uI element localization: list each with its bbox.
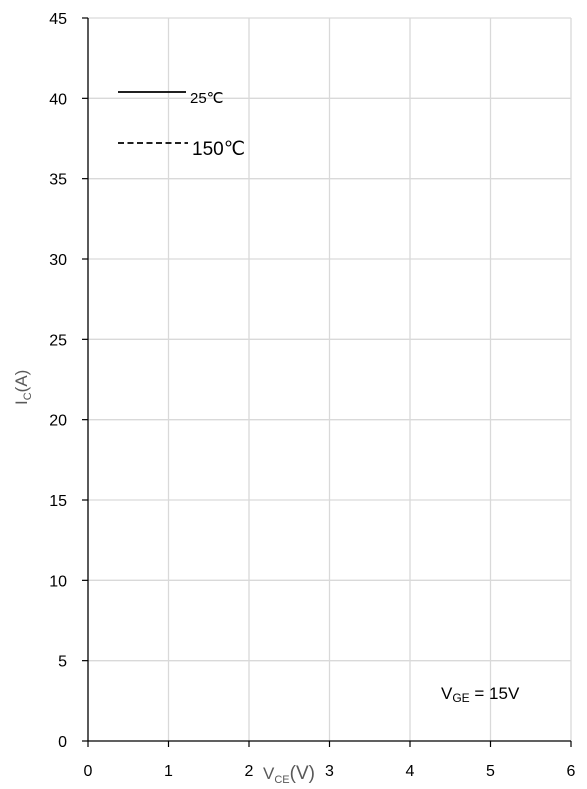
- legend-label-150c: 150℃: [192, 139, 245, 160]
- y-tick-label-35: 35: [49, 172, 67, 189]
- vge-annotation: VGE = 15V: [441, 684, 520, 705]
- x-tick-label-1: 1: [164, 763, 173, 780]
- x-axis-title-unit: (V): [290, 763, 315, 784]
- y-tick-label-15: 15: [49, 493, 67, 510]
- vge-annotation-rest: = 15V: [470, 684, 520, 703]
- y-tick-label-45: 45: [49, 11, 67, 28]
- x-tick-labels: 0 1 2 3 4 5 6: [84, 741, 576, 780]
- y-tick-label-5: 5: [58, 654, 67, 671]
- y-tick-label-0: 0: [58, 734, 67, 751]
- x-tick-label-6: 6: [567, 763, 576, 780]
- grid-lines: [88, 17, 572, 741]
- y-tick-labels: 0 5 10 15 20 25 30 35 40 45: [49, 11, 88, 751]
- x-tick-label-2: 2: [245, 763, 254, 780]
- y-tick-label-40: 40: [49, 91, 67, 108]
- y-tick-label-10: 10: [49, 573, 67, 590]
- y-tick-label-20: 20: [49, 413, 67, 430]
- y-tick-label-25: 25: [49, 332, 67, 349]
- x-tick-label-5: 5: [486, 763, 495, 780]
- y-tick-label-30: 30: [49, 252, 67, 269]
- x-tick-label-0: 0: [84, 763, 93, 780]
- legend-label-25c: 25℃: [190, 90, 224, 107]
- x-tick-label-3: 3: [325, 763, 334, 780]
- x-axis-title-main: V: [263, 764, 275, 783]
- y-axis-title: IC(A): [12, 370, 34, 405]
- y-axis-title-sub: C: [22, 392, 34, 400]
- x-axis-title: VCE(V): [263, 763, 315, 786]
- x-axis-title-sub: CE: [274, 774, 289, 786]
- x-tick-label-4: 4: [406, 763, 415, 780]
- vge-annotation-main: V: [441, 684, 453, 703]
- y-axis-title-unit: (A): [12, 370, 31, 393]
- vge-annotation-sub: GE: [452, 691, 469, 705]
- legend: 25℃ 150℃: [118, 90, 245, 160]
- y-axis-title-main: I: [12, 400, 31, 405]
